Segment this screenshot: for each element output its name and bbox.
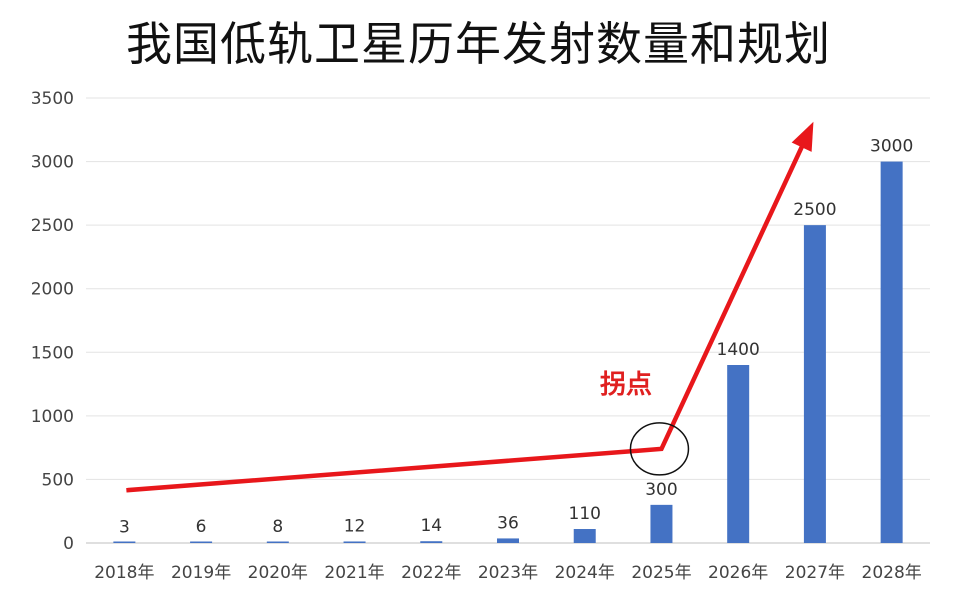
data-label: 14 bbox=[420, 516, 442, 536]
y-tick-label: 3000 bbox=[31, 153, 74, 173]
y-tick-label: 2000 bbox=[31, 280, 74, 300]
x-tick-label: 2020年 bbox=[248, 563, 308, 583]
bar bbox=[727, 365, 750, 543]
x-tick-label: 2025年 bbox=[631, 563, 691, 583]
x-tick-label: 2028年 bbox=[862, 563, 922, 583]
inflection-annotation: 拐点 bbox=[600, 369, 652, 400]
x-tick-label: 2024年 bbox=[555, 563, 615, 583]
y-tick-label: 500 bbox=[42, 470, 74, 490]
chart-title: 我国低轨卫星历年发射数量和规划 bbox=[126, 17, 831, 71]
y-tick-label: 0 bbox=[63, 534, 74, 554]
gridlines bbox=[86, 97, 930, 544]
y-tick-label: 3500 bbox=[31, 89, 74, 109]
bar bbox=[573, 529, 596, 543]
bar bbox=[880, 161, 903, 544]
x-tick-label: 2026年 bbox=[708, 563, 768, 583]
x-tick-label: 2027年 bbox=[785, 563, 845, 583]
data-label: 36 bbox=[497, 513, 519, 533]
bar bbox=[803, 225, 826, 543]
x-tick-label: 2021年 bbox=[324, 563, 384, 583]
inflection-circle bbox=[629, 422, 690, 476]
data-label: 6 bbox=[196, 517, 207, 537]
data-label: 300 bbox=[645, 480, 677, 500]
bar bbox=[343, 541, 366, 543]
x-tick-label: 2019年 bbox=[171, 563, 231, 583]
y-tick-label: 2500 bbox=[31, 216, 74, 236]
data-label: 110 bbox=[569, 504, 601, 524]
bar bbox=[190, 541, 213, 543]
bar bbox=[266, 541, 289, 543]
data-label: 2500 bbox=[793, 200, 836, 220]
x-axis-ticks: 2018年 2019年 2020年 2021年 2022年 2023年 2024年 2025年… bbox=[94, 563, 922, 583]
x-tick-label: 2022年 bbox=[401, 563, 461, 583]
data-label: 3000 bbox=[870, 137, 913, 157]
data-label: 3 bbox=[119, 518, 130, 538]
y-tick-label: 1000 bbox=[31, 407, 74, 427]
data-label: 12 bbox=[344, 516, 366, 536]
bars bbox=[113, 161, 903, 544]
x-tick-label: 2018年 bbox=[94, 563, 154, 583]
y-tick-label: 1500 bbox=[31, 343, 74, 363]
trend-arrow-line bbox=[126, 126, 813, 493]
trend-overlay: 拐点 bbox=[126, 121, 814, 493]
bar bbox=[650, 504, 673, 543]
data-label: 8 bbox=[272, 517, 283, 537]
data-label: 1400 bbox=[717, 340, 760, 360]
bar bbox=[497, 538, 519, 543]
bar bbox=[113, 541, 136, 543]
y-axis-ticks: 0 500 1000 1500 2000 2500 3000 3500 bbox=[31, 89, 74, 554]
x-tick-label: 2023年 bbox=[478, 563, 538, 583]
bar bbox=[420, 541, 443, 543]
arrowhead-icon bbox=[791, 121, 814, 152]
